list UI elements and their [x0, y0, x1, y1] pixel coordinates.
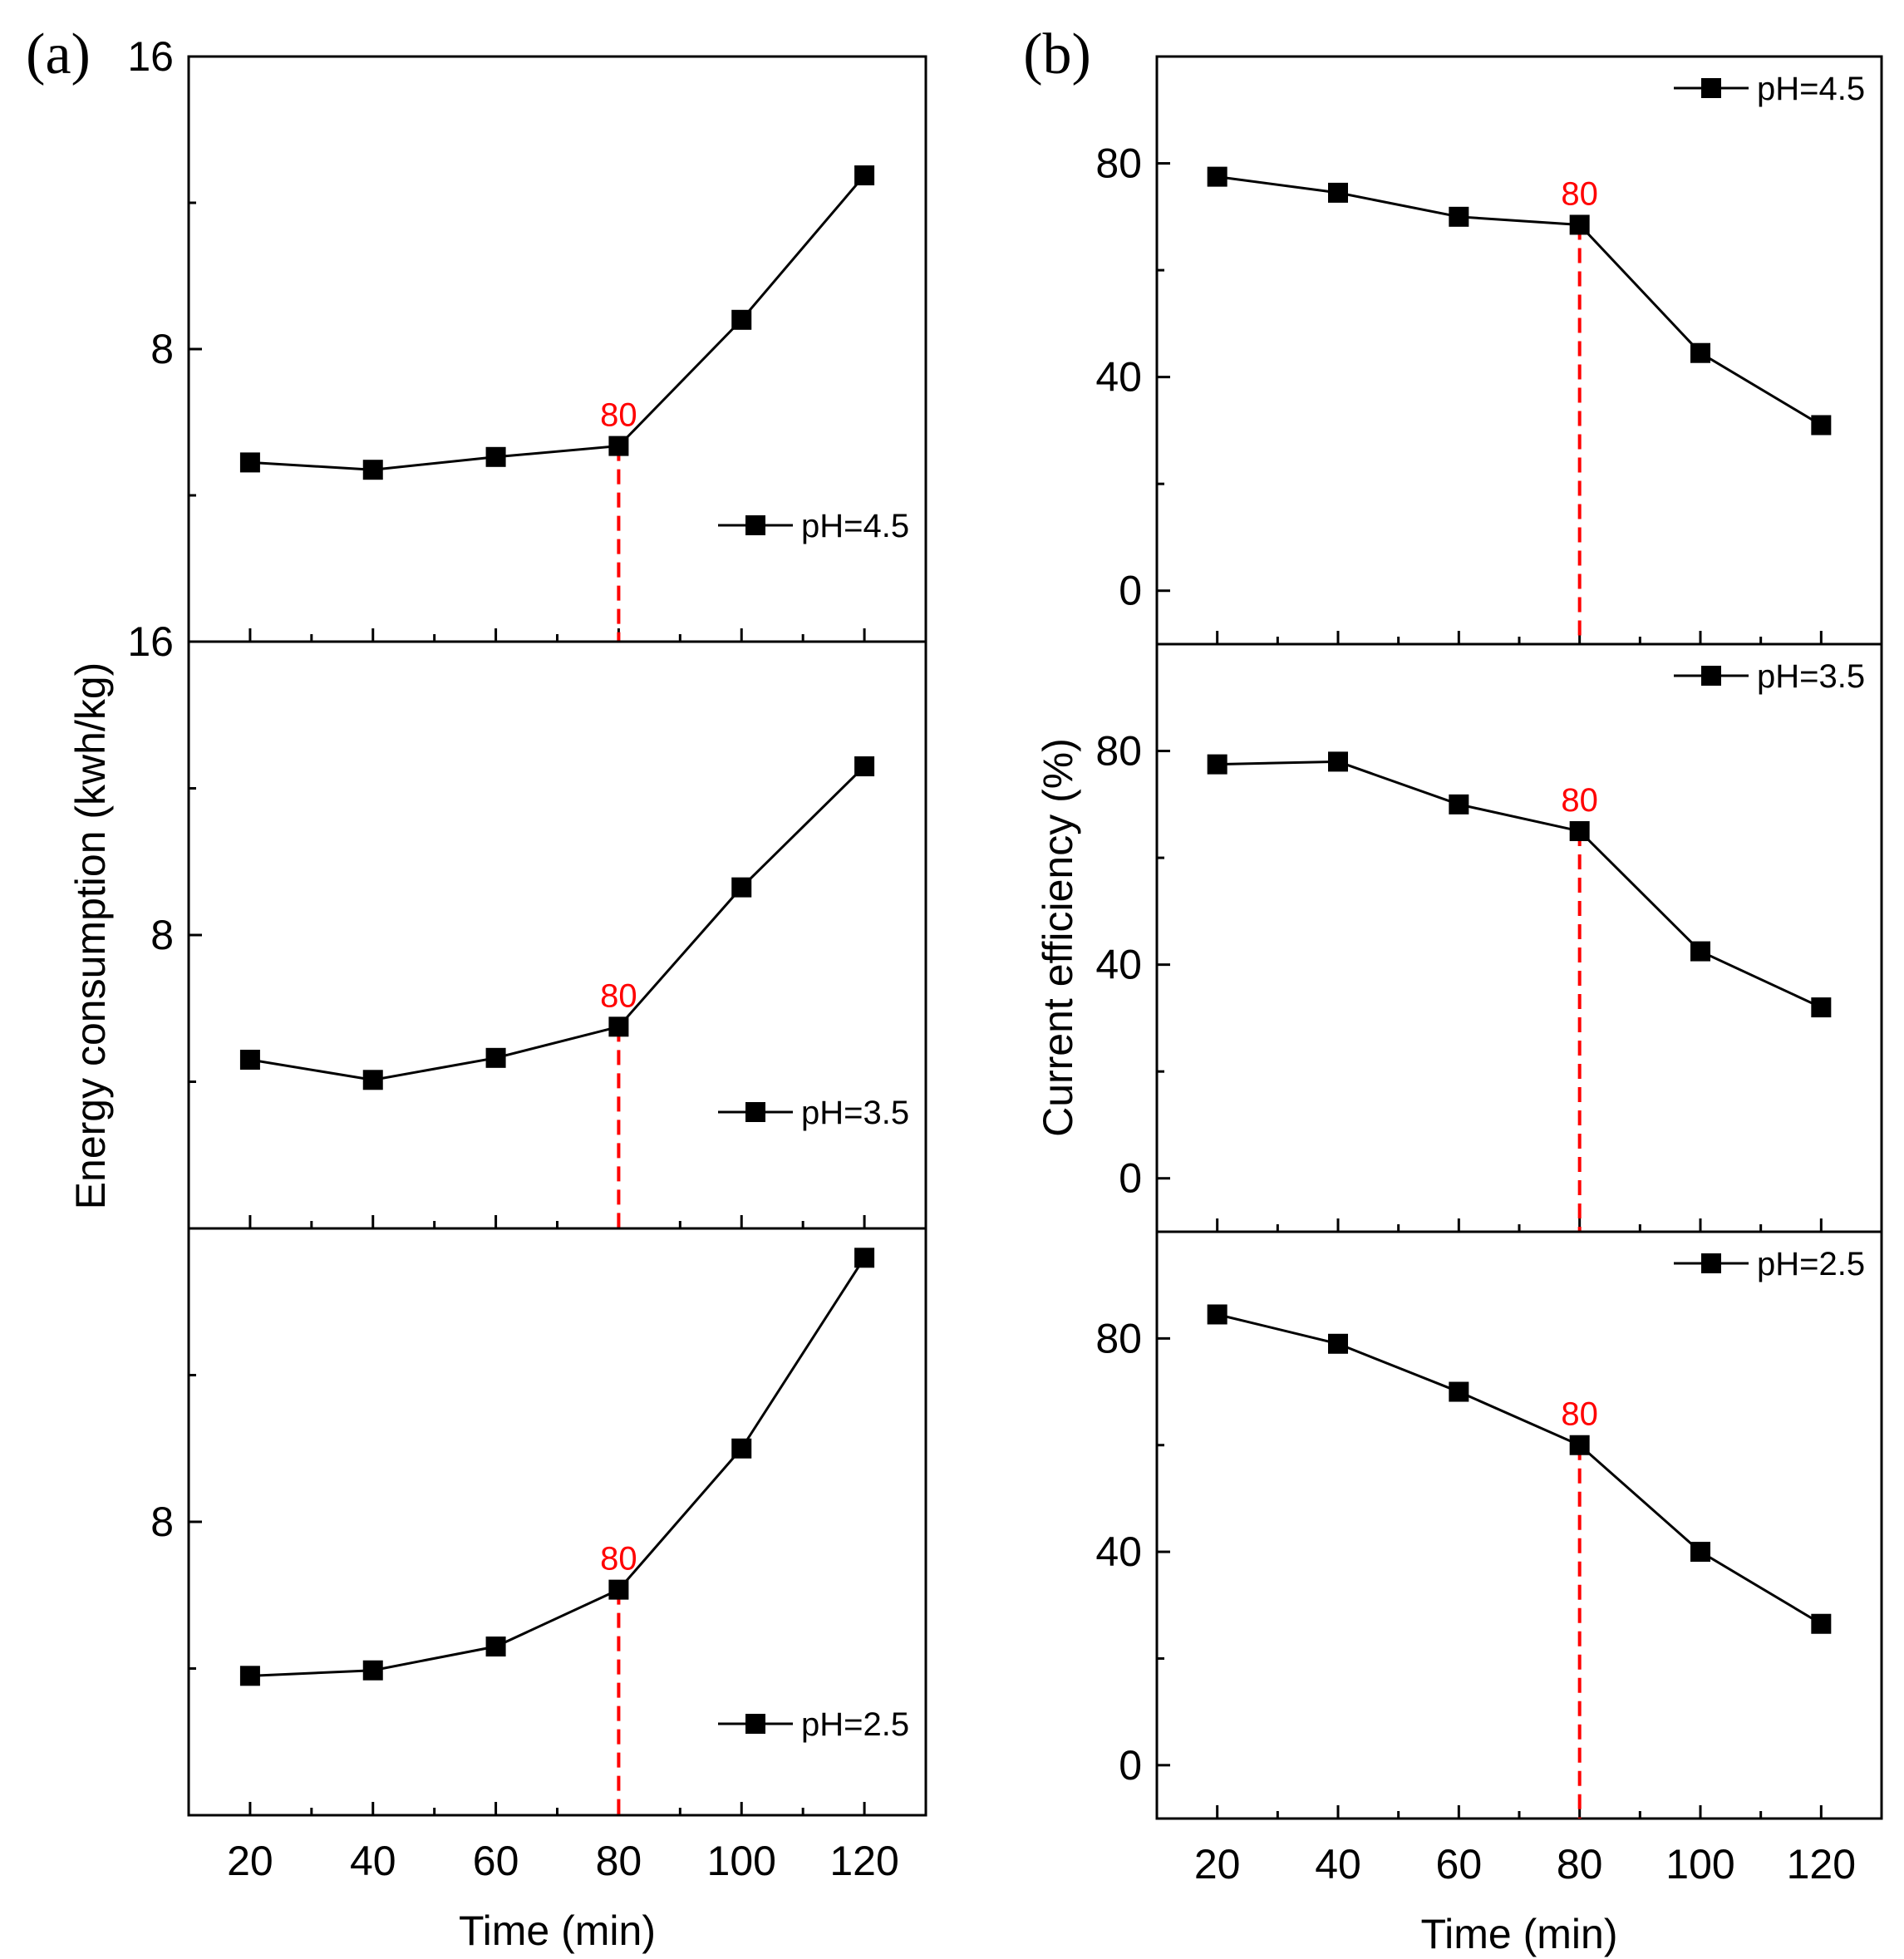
- panel-b-35-point-80: [1569, 820, 1590, 841]
- panel-a-45-legend-marker: [745, 515, 765, 535]
- panel-b-35-legend-marker: [1701, 666, 1721, 686]
- panel-a-45-frame: [187, 55, 927, 643]
- panel-b-label: (b): [1023, 22, 1091, 86]
- panel-b-35-point-40: [1328, 751, 1348, 772]
- panel-b-45-ytick-label: 0: [1119, 568, 1142, 614]
- panel-a-25-series-line: [249, 1257, 866, 1677]
- panel-a-xtick-label: 20: [227, 1838, 273, 1884]
- panel-a-45-ytick-label: 16: [127, 33, 174, 80]
- panel-b-25-vline-label: 80: [1561, 1396, 1598, 1433]
- panel-a-25-point-40: [362, 1660, 383, 1681]
- panel-b-xtick-label: 120: [1787, 1841, 1856, 1888]
- panel-a-25-legend-marker: [745, 1714, 765, 1734]
- panel-a-35-frame: [187, 640, 927, 1230]
- panel-b-35-ytick-label: 80: [1095, 728, 1142, 775]
- panel-b-xtick-label: 80: [1557, 1841, 1603, 1888]
- panel-a-45-ytick-label: 8: [150, 326, 174, 372]
- panel-b-45-point-100: [1690, 342, 1710, 363]
- panel-a-35-legend-marker: [745, 1102, 765, 1122]
- panel-a-25-ytick-label: 8: [150, 1499, 174, 1545]
- panel-a-35-series-line: [249, 765, 866, 1081]
- panel-b-35-point-60: [1449, 794, 1469, 815]
- panel-b-25-ytick-label: 80: [1095, 1315, 1142, 1361]
- panel-a-45-point-20: [239, 452, 260, 473]
- panel-b-35-legend-label: pH=3.5: [1757, 658, 1865, 695]
- panel-a-xlabel: Time (min): [459, 1907, 656, 1954]
- panel-b-xtick-label: 60: [1436, 1841, 1483, 1888]
- panel-b-25-ytick-label: 0: [1119, 1742, 1142, 1789]
- panel-a-xtick-label: 120: [829, 1838, 898, 1884]
- panel-b-45-vline-label: 80: [1561, 175, 1598, 212]
- panel-a-25-legend-label: pH=2.5: [801, 1706, 909, 1743]
- panel-a-25-point-20: [239, 1666, 260, 1686]
- panel-a-35-point-100: [731, 877, 752, 898]
- panel-b-45-point-60: [1449, 206, 1469, 227]
- panel-a-35-point-20: [239, 1050, 260, 1071]
- panel-b-35-vline-label: 80: [1561, 782, 1598, 819]
- panel-a-35-ytick-label: 8: [150, 912, 174, 958]
- panel-a-label: (a): [26, 22, 91, 86]
- panel-a-xtick-label: 100: [707, 1838, 776, 1884]
- panel-a-25-point-80: [608, 1579, 629, 1600]
- panel-a-35-point-60: [485, 1047, 506, 1068]
- panel-b-35-point-100: [1690, 941, 1710, 962]
- panel-b-25-point-60: [1449, 1381, 1469, 1402]
- panel-a-35-ytick-label: 16: [127, 618, 174, 665]
- panel-a-xtick-label: 60: [473, 1838, 519, 1884]
- panel-b-45-frame: [1155, 55, 1883, 646]
- panel-b-25-point-120: [1811, 1613, 1832, 1634]
- panel-a-xtick-label: 40: [350, 1838, 396, 1884]
- panel-a-25-point-60: [485, 1637, 506, 1657]
- panel-b-25-legend-marker: [1701, 1253, 1721, 1273]
- panel-b-xlabel: Time (min): [1420, 1911, 1617, 1957]
- panel-b-xtick-label: 20: [1194, 1841, 1241, 1888]
- panel-b-35-series-line: [1217, 760, 1822, 1009]
- panel-b-45-ytick-label: 40: [1095, 354, 1142, 401]
- panel-a-35-point-80: [608, 1016, 629, 1037]
- panel-b-25-legend-label: pH=2.5: [1757, 1246, 1865, 1282]
- panel-a-25-vline-label: 80: [600, 1541, 637, 1578]
- panel-a-45-vline-label: 80: [600, 397, 637, 434]
- panel-b-25-ytick-label: 40: [1095, 1528, 1142, 1575]
- panel-b-35-ytick-label: 40: [1095, 942, 1142, 988]
- panel-b-45-point-40: [1328, 182, 1348, 203]
- panel-b-45-point-20: [1207, 166, 1228, 187]
- panel-a-25-point-120: [854, 1248, 875, 1268]
- panel-a-25-point-100: [731, 1438, 752, 1459]
- panel-b-25-point-20: [1207, 1304, 1228, 1325]
- panel-b-25-series-line: [1217, 1313, 1823, 1626]
- panel-a-45-point-40: [362, 460, 383, 480]
- panel-a-35-point-40: [362, 1070, 383, 1090]
- panel-b-45-point-80: [1569, 214, 1590, 235]
- panel-b-45-ytick-label: 80: [1095, 140, 1142, 187]
- panel-a-45-point-100: [731, 309, 752, 330]
- panel-b-45-legend-marker: [1701, 78, 1721, 98]
- panel-b-25-point-40: [1328, 1333, 1348, 1354]
- panel-a-45-legend-label: pH=4.5: [801, 508, 909, 544]
- panel-b-35-point-20: [1207, 754, 1228, 775]
- panel-b-45-point-120: [1811, 415, 1832, 436]
- panel-b-xtick-label: 100: [1665, 1841, 1734, 1888]
- panel-b-45-series-line: [1217, 175, 1823, 426]
- panel-a-45-point-60: [485, 446, 506, 467]
- panel-b-25-point-100: [1690, 1542, 1710, 1563]
- panel-b-25-frame: [1155, 1230, 1883, 1820]
- panel-a-45-point-80: [608, 436, 629, 456]
- panel-a-35-point-120: [854, 756, 875, 777]
- panel-b-25-point-80: [1569, 1435, 1590, 1455]
- panel-a-35-legend-label: pH=3.5: [801, 1095, 909, 1131]
- panel-a-45-point-120: [854, 165, 875, 185]
- panel-a-45-series-line: [249, 175, 866, 471]
- panel-b-35-point-120: [1811, 997, 1832, 1018]
- panel-b-35-ytick-label: 0: [1119, 1155, 1142, 1202]
- panel-a-35-vline-label: 80: [600, 977, 637, 1014]
- panel-b-45-legend-label: pH=4.5: [1757, 71, 1865, 107]
- panel-b-ylabel: Current efficiency (%): [1035, 738, 1081, 1137]
- panel-a-ylabel: Energy consumption (kwh/kg): [67, 662, 114, 1210]
- panel-b-35-frame: [1155, 642, 1883, 1233]
- panel-b-xtick-label: 40: [1315, 1841, 1361, 1888]
- panel-a-xtick-label: 80: [596, 1838, 642, 1884]
